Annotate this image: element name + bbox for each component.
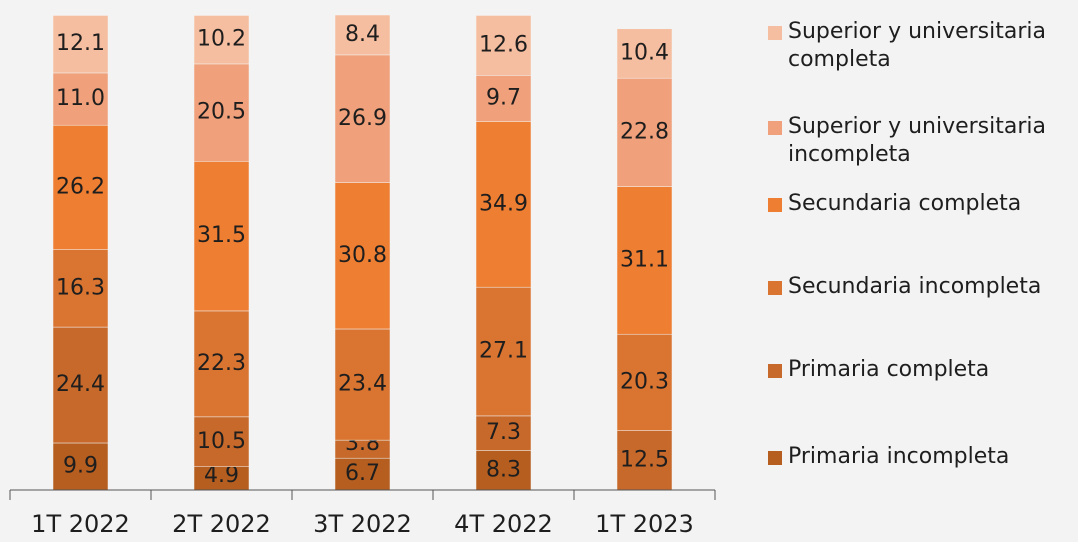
data-label: 16.3 — [56, 275, 105, 300]
legend-item: Secundaria incompleta — [768, 273, 1068, 301]
data-label: 10.5 — [197, 429, 246, 454]
data-label: 27.1 — [479, 339, 528, 364]
data-label: 8.3 — [486, 457, 521, 482]
bar-segment — [193, 63, 250, 162]
data-label: 10.4 — [620, 40, 669, 65]
bar-segment — [334, 54, 391, 183]
bar-segment — [475, 75, 532, 122]
data-label: 34.9 — [479, 191, 528, 216]
bar-segment — [52, 15, 109, 74]
bar-segment — [616, 77, 673, 187]
x-tick-label: 1T 2022 — [31, 510, 130, 538]
legend-item: Primaria completa — [768, 356, 1068, 384]
data-label: 20.5 — [197, 100, 246, 125]
data-label: 30.8 — [338, 243, 387, 268]
legend-label: Superior y universitaria incompleta — [788, 114, 1046, 167]
data-label: 12.5 — [620, 447, 669, 472]
legend-swatch — [768, 451, 782, 465]
legend-label: Secundaria completa — [788, 191, 1022, 216]
bar-segment — [475, 286, 532, 417]
data-label: 12.1 — [56, 31, 105, 56]
x-tick-label: 2T 2022 — [172, 510, 271, 538]
legend-swatch — [768, 26, 782, 40]
data-label: 7.3 — [486, 420, 521, 445]
legend-swatch — [768, 121, 782, 135]
data-label: 26.2 — [56, 174, 105, 199]
bar-segment — [52, 249, 109, 328]
data-label: 22.3 — [197, 351, 246, 376]
data-label: 10.2 — [197, 27, 246, 52]
bar-segment — [475, 121, 532, 288]
data-label: 23.4 — [338, 372, 387, 397]
bar-segment — [193, 15, 250, 65]
legend-label: Primaria completa — [788, 357, 990, 382]
data-label: 6.7 — [345, 461, 380, 486]
data-label: 11.0 — [56, 86, 105, 111]
bar-segment — [475, 15, 532, 76]
bar-segment — [52, 442, 109, 491]
data-label: 4.9 — [204, 463, 239, 488]
data-label: 26.9 — [338, 106, 387, 131]
data-label: 9.9 — [63, 453, 98, 478]
legend-label: Secundaria incompleta — [788, 274, 1042, 299]
bar-segment — [616, 430, 673, 491]
bar-segment — [193, 416, 250, 467]
data-label: 24.4 — [56, 372, 105, 397]
legend-swatch — [768, 281, 782, 295]
data-label: 20.3 — [620, 369, 669, 394]
bar-segment — [616, 28, 673, 79]
x-tick-label: 3T 2022 — [313, 510, 412, 538]
legend-label: Primaria incompleta — [788, 444, 1010, 469]
bar-segment — [334, 328, 391, 441]
legend-item: Superior y universitaria completa — [768, 18, 1068, 74]
data-label: 31.1 — [620, 247, 669, 272]
bar-segment — [616, 186, 673, 335]
bar-segment — [52, 72, 109, 126]
bar-segment — [334, 14, 391, 56]
data-label: 12.6 — [479, 32, 528, 57]
bar-segment — [334, 457, 391, 491]
bar-segment — [52, 124, 109, 250]
data-label: 22.8 — [620, 119, 669, 144]
legend-item: Primaria incompleta — [768, 443, 1068, 471]
data-label: 8.4 — [345, 22, 380, 47]
legend-item: Superior y universitaria incompleta — [768, 113, 1068, 169]
legend-item: Secundaria completa — [768, 190, 1068, 218]
x-tick-label: 4T 2022 — [454, 510, 553, 538]
legend-swatch — [768, 198, 782, 212]
bar-segment — [193, 161, 250, 312]
bar-segment — [193, 310, 250, 418]
data-label: 31.5 — [197, 223, 246, 248]
legend-label: Superior y universitaria completa — [788, 19, 1046, 72]
x-tick-label: 1T 2023 — [595, 510, 694, 538]
data-label: 9.7 — [486, 85, 521, 110]
legend-swatch — [768, 364, 782, 378]
bar-segment — [334, 182, 391, 330]
